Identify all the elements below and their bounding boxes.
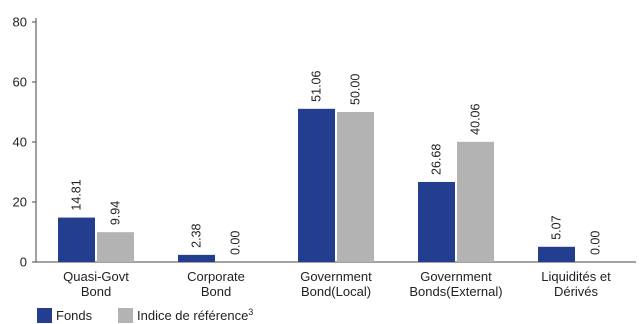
legend-label: Fonds xyxy=(56,308,93,323)
data-label: 14.81 xyxy=(70,179,84,210)
bar-fonds-2 xyxy=(298,108,335,262)
bar-indice-2 xyxy=(337,112,374,262)
y-tick-label: 60 xyxy=(13,75,27,90)
bar-fonds-0 xyxy=(58,217,95,262)
legend-swatch xyxy=(37,308,52,323)
data-label: 26.68 xyxy=(430,144,444,175)
y-tick-label: 40 xyxy=(13,135,27,150)
legend: Fonds Indice de référence3 xyxy=(37,307,253,323)
data-label: 40.06 xyxy=(469,103,483,134)
category-label: Bond xyxy=(81,284,111,299)
legend-label-text: Fonds xyxy=(56,308,93,323)
bars xyxy=(58,108,575,262)
legend-superscript: 3 xyxy=(248,307,253,317)
category-label: Dérivés xyxy=(554,284,599,299)
data-label: 50.00 xyxy=(349,74,363,105)
bar-indice-0 xyxy=(97,232,134,262)
category-label: Government xyxy=(300,269,372,284)
y-tick-label: 0 xyxy=(20,255,27,270)
category-label: Government xyxy=(420,269,492,284)
y-ticks: 0 20 40 60 80 xyxy=(13,15,36,270)
bar-fonds-4 xyxy=(538,246,575,262)
category-label: Bond xyxy=(201,284,231,299)
data-label: 51.06 xyxy=(310,70,324,101)
bar-indice-3 xyxy=(457,141,494,262)
bar-fonds-3 xyxy=(418,181,455,262)
y-tick-label: 20 xyxy=(13,195,27,210)
category-label: Liquidités et xyxy=(541,269,611,284)
category-label: Bond(Local) xyxy=(301,284,371,299)
data-labels: 14.81 2.38 51.06 26.68 5.07 9.94 0.00 50.00 40.0… xyxy=(70,70,603,255)
category-label: Quasi-Govt xyxy=(63,269,129,284)
data-label: 0.00 xyxy=(229,231,243,255)
legend-label: Indice de référence3 xyxy=(137,307,253,323)
data-label: 2.38 xyxy=(190,223,204,247)
data-label: 0.00 xyxy=(589,231,603,255)
category-labels: Quasi-GovtBondCorporateBondGovernmentBon… xyxy=(63,269,611,299)
category-label: Corporate xyxy=(187,269,245,284)
y-tick-label: 80 xyxy=(13,15,27,30)
axes xyxy=(35,18,636,263)
category-label: Bonds(External) xyxy=(409,284,502,299)
bar-fonds-1 xyxy=(178,254,215,262)
data-label: 5.07 xyxy=(550,215,564,239)
legend-swatch xyxy=(118,308,133,323)
legend-label-text: Indice de référence xyxy=(137,308,248,323)
data-label: 9.94 xyxy=(109,201,123,225)
